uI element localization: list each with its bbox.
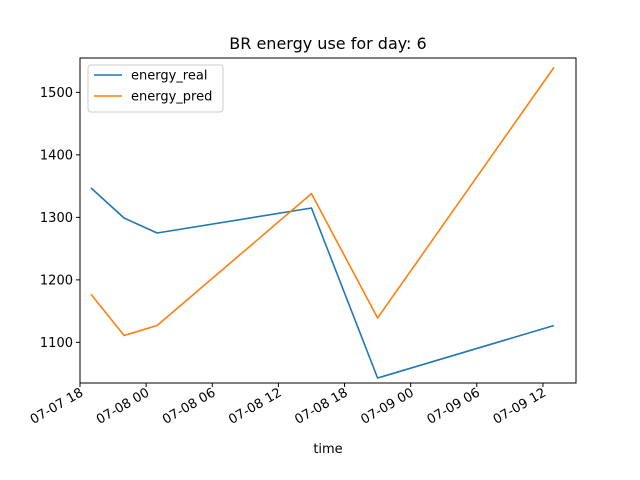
x-tick-label: 07-09 06: [425, 385, 483, 427]
x-tick-label: 07-08 00: [94, 385, 152, 427]
y-tick-label: 1400: [40, 148, 73, 163]
legend-label-energy_pred: energy_pred: [131, 90, 212, 105]
legend-box: [87, 64, 224, 113]
axes-frame: [79, 57, 577, 384]
x-tick-label: 07-08 18: [292, 385, 350, 427]
legend: energy_real energy_pred: [87, 64, 224, 113]
x-tick-label: 07-08 06: [160, 385, 218, 427]
y-tick-label: 1300: [40, 211, 73, 226]
x-tick-label: 07-08 12: [226, 385, 284, 427]
plot-area: [90, 66, 555, 379]
chart-title: BR energy use for day: 6: [229, 34, 426, 53]
x-tick-label: 07-09 00: [359, 385, 417, 427]
x-axis: 07-07 18 07-08 00 07-08 06 07-08 12 07-08 18…: [28, 383, 549, 428]
y-axis: 1100 1200 1300 1400 1500: [40, 86, 80, 351]
y-tick-label: 1200: [40, 273, 73, 288]
y-tick-label: 1500: [40, 86, 73, 101]
x-tick-label: 07-07 18: [28, 385, 86, 427]
x-axis-label: time: [313, 442, 342, 457]
legend-label-energy_real: energy_real: [131, 69, 207, 84]
x-tick-label: 07-09 12: [491, 385, 549, 427]
series-line-energy_real: [90, 187, 555, 379]
y-tick-label: 1100: [40, 336, 73, 351]
series-line-energy_pred: [90, 66, 555, 337]
